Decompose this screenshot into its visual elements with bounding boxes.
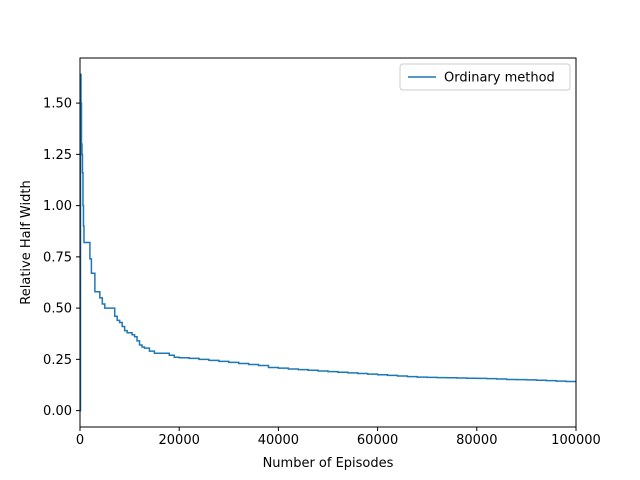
legend-label: Ordinary method [444,71,555,86]
x-tick-label: 60000 [357,433,398,448]
x-tick-label: 20000 [159,433,200,448]
y-tick-label: 0.75 [43,250,72,265]
x-tick-label: 80000 [456,433,497,448]
y-axis-label: Relative Half Width [19,180,34,304]
y-tick-label: 1.50 [43,97,72,112]
x-tick-label: 40000 [258,433,299,448]
x-axis-label: Number of Episodes [263,456,394,471]
series-line [80,73,576,412]
y-tick-label: 1.25 [43,148,72,163]
x-tick-label: 0 [76,433,84,448]
legend: Ordinary method [399,63,571,91]
y-tick-label: 0.50 [43,302,72,317]
plot-area [80,73,576,412]
y-tick-label: 0.00 [43,404,72,419]
y-axis: 0.00 0.25 0.50 0.75 1.00 1.25 1.50 [43,97,80,419]
legend-box [399,63,571,91]
y-tick-label: 0.25 [43,353,72,368]
x-axis: 0 20000 40000 60000 80000 100000 [76,427,601,448]
x-tick-label: 100000 [551,433,601,448]
y-tick-label: 1.00 [43,199,72,214]
axes-frame [79,57,577,428]
